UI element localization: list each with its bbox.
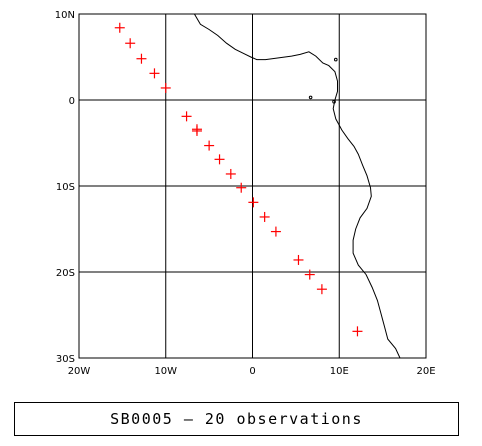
y-tick-label: 0 bbox=[69, 96, 75, 107]
x-tick-label: 10W bbox=[154, 366, 177, 377]
observation-marker bbox=[316, 284, 327, 295]
observation-marker bbox=[114, 22, 125, 33]
coastline-path bbox=[193, 13, 401, 359]
island bbox=[332, 99, 336, 104]
x-tick-label: 20E bbox=[416, 366, 435, 377]
observation-marker bbox=[191, 125, 202, 136]
island bbox=[308, 95, 313, 100]
axis-tick-labels: 20W 10W 0 10E 20E 10N 0 10S 20S 30S bbox=[55, 10, 436, 377]
observation-marker bbox=[225, 168, 236, 179]
observation-marker bbox=[304, 269, 315, 280]
observation-marker bbox=[136, 53, 147, 64]
island bbox=[333, 57, 338, 62]
observation-marker bbox=[352, 326, 363, 337]
y-tick-label: 10N bbox=[55, 10, 75, 21]
observation-marker bbox=[125, 38, 136, 49]
observation-marker bbox=[248, 197, 259, 208]
observation-marker bbox=[181, 111, 192, 122]
coastline bbox=[193, 13, 401, 359]
observation-marker bbox=[259, 211, 270, 222]
x-tick-label: 0 bbox=[249, 366, 255, 377]
y-tick-label: 30S bbox=[56, 354, 75, 365]
grid-lines bbox=[79, 14, 426, 358]
x-tick-label: 20W bbox=[68, 366, 91, 377]
observation-marker bbox=[214, 154, 225, 165]
x-tick-label: 10E bbox=[330, 366, 349, 377]
caption-title: SB0005 – 20 observations bbox=[110, 410, 363, 428]
observation-marker bbox=[160, 82, 171, 93]
observation-markers bbox=[114, 22, 363, 337]
observation-marker bbox=[236, 182, 247, 193]
observation-marker bbox=[149, 68, 160, 79]
caption-box: SB0005 – 20 observations bbox=[14, 402, 459, 436]
observation-marker bbox=[293, 254, 304, 265]
y-tick-label: 10S bbox=[56, 182, 75, 193]
y-tick-label: 20S bbox=[56, 268, 75, 279]
plot-frame bbox=[78, 13, 427, 359]
observation-marker bbox=[204, 140, 215, 151]
observation-marker bbox=[270, 226, 281, 237]
